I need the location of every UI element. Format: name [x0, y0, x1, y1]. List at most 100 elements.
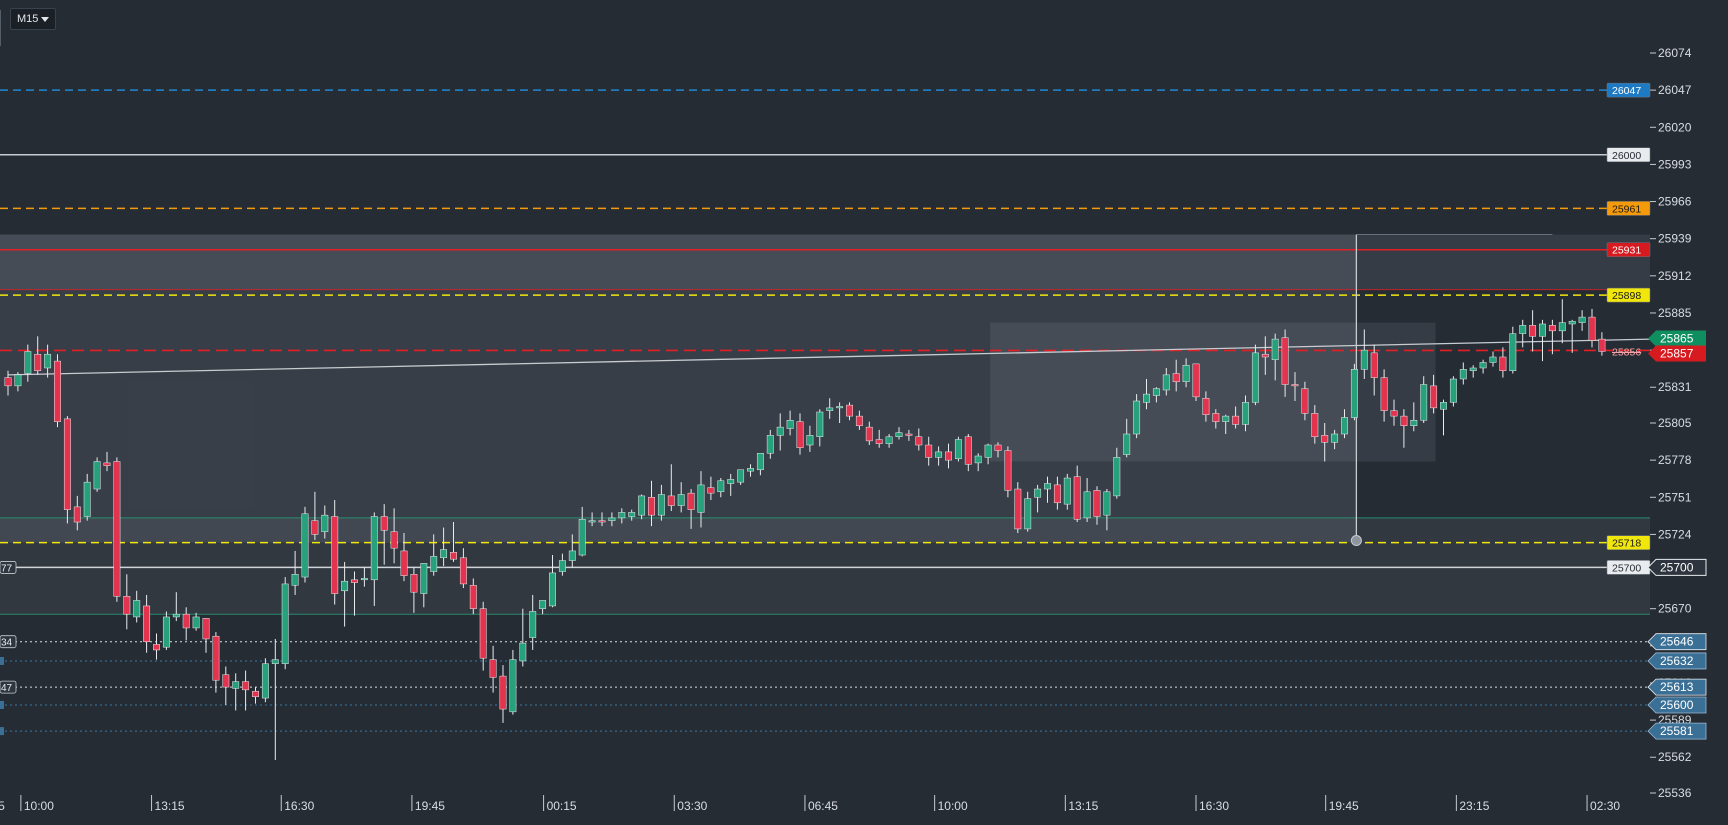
vertical-marker-handle[interactable]	[1350, 535, 1362, 547]
candle-body	[4, 377, 12, 387]
level-price-tag[interactable]: 25700	[1606, 560, 1651, 575]
candles-layer	[4, 299, 1606, 760]
candle	[1242, 395, 1249, 432]
time-axis[interactable]: 5 10:00 13:15 16:30 19:45 00:15 03:30 06:45 10:0…	[0, 795, 1620, 813]
candle-body	[479, 608, 487, 659]
candle-body	[1469, 367, 1477, 371]
candle	[1440, 399, 1447, 436]
alert-price-tag[interactable]: 25581	[0, 722, 1707, 740]
alert-price-tag[interactable]: 25646 34	[0, 633, 1707, 651]
candle-body	[1192, 363, 1200, 398]
candle-body	[430, 556, 438, 572]
candle-body	[499, 675, 507, 710]
candle-body	[63, 418, 71, 510]
candle	[1301, 381, 1309, 421]
candle-body	[964, 436, 972, 465]
candle-body	[836, 406, 844, 409]
left-panel-edge	[0, 10, 4, 46]
level-price-tag[interactable]: 25718	[1606, 535, 1651, 550]
candle	[826, 398, 834, 419]
level-price-tag-text: 25961	[1612, 203, 1641, 215]
candle	[1568, 319, 1576, 353]
ask-price-tag[interactable]: 25865	[1648, 330, 1706, 347]
timeframe-dropdown[interactable]: M15	[10, 8, 57, 30]
candle-body	[618, 512, 626, 519]
level-price-tag[interactable]: 26047	[1606, 82, 1651, 98]
candle-body	[34, 353, 42, 371]
candle-body	[1449, 378, 1457, 403]
candle-body	[558, 560, 566, 572]
candle	[1380, 369, 1388, 422]
candle	[1063, 473, 1071, 510]
candle-body	[1172, 373, 1180, 382]
candle-body	[1133, 400, 1141, 435]
candle-body	[281, 583, 289, 664]
candle	[202, 618, 210, 653]
y-tick-label: 25562	[1658, 750, 1692, 764]
candle	[1529, 310, 1537, 352]
candle-body	[509, 659, 517, 713]
alert-price-tag[interactable]: 25632	[0, 652, 1707, 670]
level-25700-pill[interactable]: 25700	[1647, 558, 1707, 576]
candle	[410, 567, 418, 613]
price-pill-text: 25700	[1660, 560, 1694, 574]
alert-price-tag[interactable]: 25600	[0, 696, 1707, 714]
level-price-tag[interactable]: 25931	[1606, 242, 1651, 257]
candle	[331, 500, 339, 605]
x-tick-label: 19:45	[1329, 799, 1359, 813]
x-tick-label: 19:45	[415, 799, 445, 813]
candle-body	[925, 444, 933, 458]
candle	[321, 505, 329, 539]
candle-body	[1311, 413, 1319, 438]
level-price-tag[interactable]: 26000	[1606, 147, 1651, 163]
candle	[1331, 429, 1339, 450]
candle-body	[1044, 483, 1051, 490]
candle	[846, 402, 853, 421]
candle-body	[539, 600, 547, 609]
candle	[717, 478, 725, 498]
candle-body	[747, 468, 754, 472]
levels-layer	[0, 89, 1652, 732]
trendline	[7, 338, 1652, 376]
x-tick-label: 23:15	[1459, 799, 1489, 813]
candle	[1479, 359, 1487, 374]
candle-body	[766, 435, 774, 454]
left-level-tag[interactable]: 77	[0, 561, 17, 574]
candle	[558, 553, 566, 576]
candle	[182, 607, 190, 641]
level-price-tag[interactable]: 25898	[1606, 287, 1651, 303]
alert-pill	[1647, 652, 1707, 670]
alert-price-tag[interactable]: 25613 47	[0, 678, 1707, 696]
candle	[1489, 351, 1497, 367]
candle-body	[44, 353, 52, 369]
candle	[1212, 409, 1220, 429]
candle-body	[1568, 320, 1576, 325]
bid-price-tag[interactable]: 25857	[1648, 345, 1706, 362]
price-axis[interactable]: 26074 26047 26020 25993 25966 25939 25912 25885…	[1650, 46, 1692, 800]
candle	[1113, 447, 1121, 499]
candle-body	[1232, 415, 1240, 425]
level-price-tag-text: 25700	[1612, 562, 1641, 574]
level-price-tag[interactable]: 25961	[1606, 201, 1651, 216]
candle	[628, 509, 636, 521]
candle	[1360, 329, 1368, 379]
candle	[1152, 387, 1160, 403]
candle-body	[638, 495, 646, 516]
candle-body	[400, 550, 408, 576]
candle-body	[667, 495, 675, 506]
candle	[1449, 376, 1457, 407]
candle-body	[1321, 435, 1329, 443]
candle-body	[153, 644, 160, 651]
candle-body	[974, 455, 982, 464]
candle-body	[1152, 388, 1160, 396]
candle-body	[1024, 498, 1032, 530]
x-tick-label: 03:30	[677, 799, 707, 813]
candle-body	[846, 404, 853, 417]
candle-body	[1341, 417, 1348, 435]
candle-body	[459, 557, 467, 585]
candle-body	[1420, 384, 1428, 421]
candle-body	[1281, 337, 1289, 385]
candle	[54, 354, 61, 428]
